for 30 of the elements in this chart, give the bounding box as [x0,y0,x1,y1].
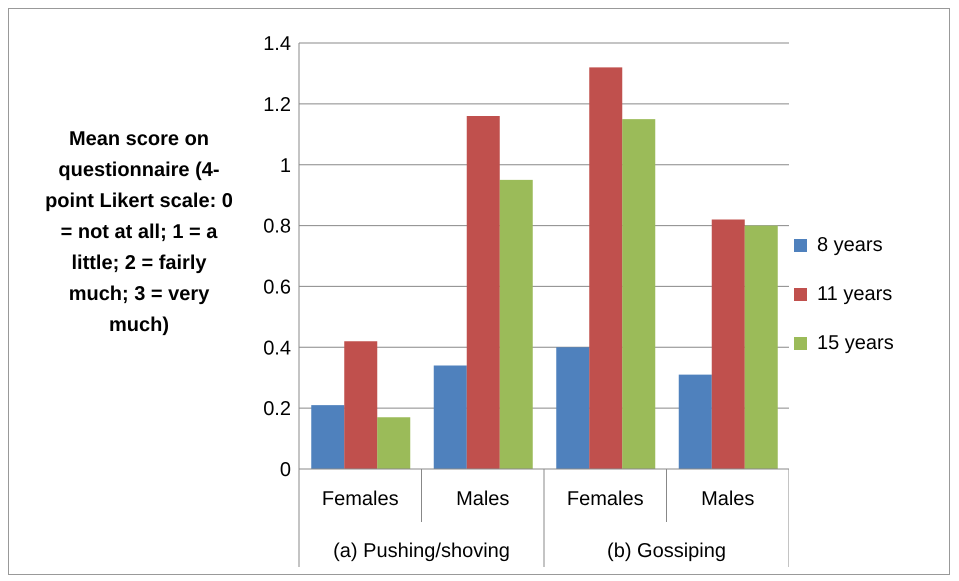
legend-label: 15 years [817,332,894,355]
bar [466,116,500,469]
bar [744,226,778,469]
bar [556,347,590,469]
x-tick-label: Females [322,488,399,510]
bar [311,405,344,469]
y-tick-label: 0 [280,459,291,482]
x-tick-label: Males [456,488,510,510]
y-tick-label: 1.4 [263,33,291,56]
x-tick-label: Females [566,488,644,510]
bar [377,417,410,469]
legend-label: 11 years [817,283,892,306]
y-tick-label: 0.2 [263,398,291,420]
text: (a) Pushing/shoving [333,540,510,562]
y-tick-label: 1 [280,154,291,177]
text: (b) Gossiping [607,540,726,562]
y-tick-label: 0.6 [263,276,291,299]
bar [589,67,622,469]
x-tick-label: Males [701,488,754,510]
y-tick-label: 1.2 [263,94,291,116]
bar [344,341,378,469]
bar [678,374,712,469]
bar [500,180,533,469]
bar [622,119,656,469]
bar [712,219,745,469]
y-axis-title: Mean score on questionnaire (4-point Likert scale: 0 = not at all; 1 = a little; 2 = fairly much; 3 = very much) [44,127,234,338]
bar [434,366,467,469]
y-tick-label: 0.4 [263,337,291,360]
y-tick-label: 0.8 [263,216,291,238]
legend-label: 8 years [817,234,883,257]
